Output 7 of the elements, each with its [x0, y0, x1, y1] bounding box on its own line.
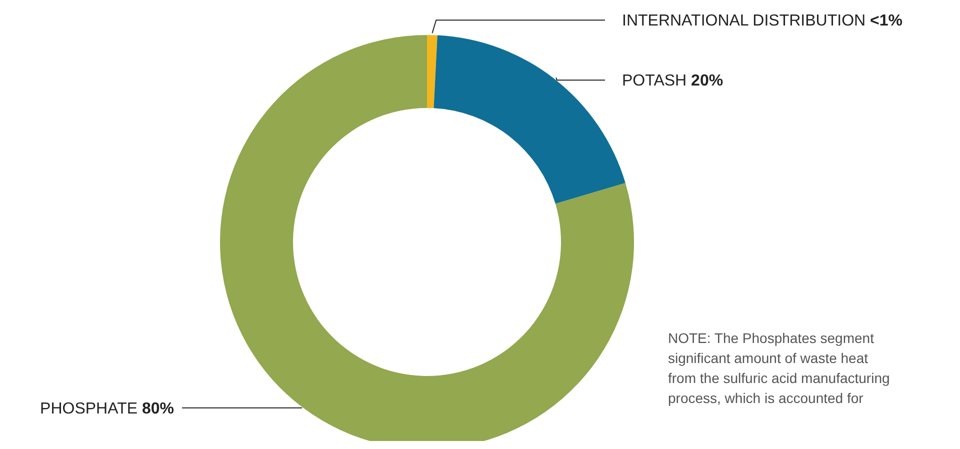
slice-label: POTASH: [622, 72, 687, 90]
data-label: 20%: [691, 72, 724, 90]
text: NOTE: The Phosphates segment significant amount of waste heat from the sulfuric acid manufacturing process, which is accounted for: [668, 330, 890, 406]
slice-label: PHOSPHATE: [40, 400, 138, 418]
slice-label: INTERNATIONAL DISTRIBUTION: [622, 12, 866, 30]
data-label: 80%: [142, 400, 174, 418]
data-label: <1%: [870, 12, 902, 30]
